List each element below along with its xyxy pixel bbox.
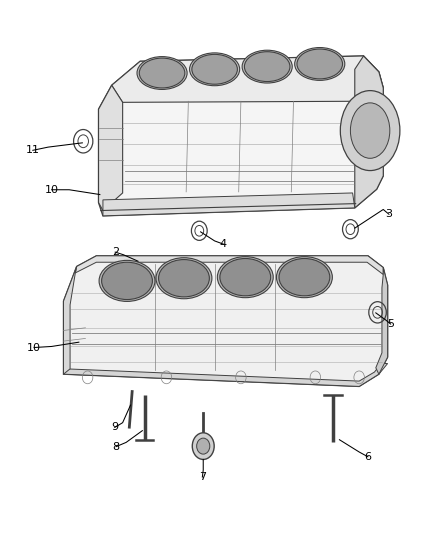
Polygon shape	[103, 193, 355, 216]
Ellipse shape	[276, 257, 332, 297]
Text: 3: 3	[385, 209, 392, 219]
Ellipse shape	[159, 260, 209, 297]
Ellipse shape	[99, 260, 155, 302]
Polygon shape	[99, 56, 383, 216]
Text: 2: 2	[112, 247, 119, 257]
Ellipse shape	[156, 257, 212, 298]
Polygon shape	[64, 364, 388, 386]
Ellipse shape	[242, 50, 292, 83]
Text: 7: 7	[199, 472, 206, 482]
Polygon shape	[112, 56, 383, 102]
Text: 10: 10	[45, 185, 59, 195]
Polygon shape	[355, 56, 383, 208]
Ellipse shape	[279, 259, 330, 296]
Ellipse shape	[295, 47, 345, 80]
Polygon shape	[64, 266, 77, 374]
Text: 8: 8	[113, 442, 120, 451]
Circle shape	[192, 433, 214, 459]
Ellipse shape	[217, 257, 273, 297]
Text: 4: 4	[220, 239, 227, 249]
Ellipse shape	[102, 262, 152, 300]
Polygon shape	[99, 85, 123, 211]
Ellipse shape	[297, 49, 343, 79]
Polygon shape	[64, 256, 388, 386]
Circle shape	[197, 438, 210, 454]
Polygon shape	[376, 268, 388, 374]
Text: 5: 5	[387, 319, 394, 329]
Ellipse shape	[350, 103, 390, 158]
Polygon shape	[75, 256, 383, 274]
Text: 6: 6	[364, 452, 371, 462]
Ellipse shape	[139, 58, 185, 88]
Ellipse shape	[220, 259, 271, 296]
Ellipse shape	[340, 91, 400, 171]
Ellipse shape	[190, 53, 240, 86]
Ellipse shape	[192, 54, 237, 84]
Text: 10: 10	[27, 343, 41, 352]
Ellipse shape	[244, 52, 290, 82]
Text: 11: 11	[26, 146, 40, 155]
Text: 9: 9	[111, 423, 118, 432]
Ellipse shape	[137, 56, 187, 90]
